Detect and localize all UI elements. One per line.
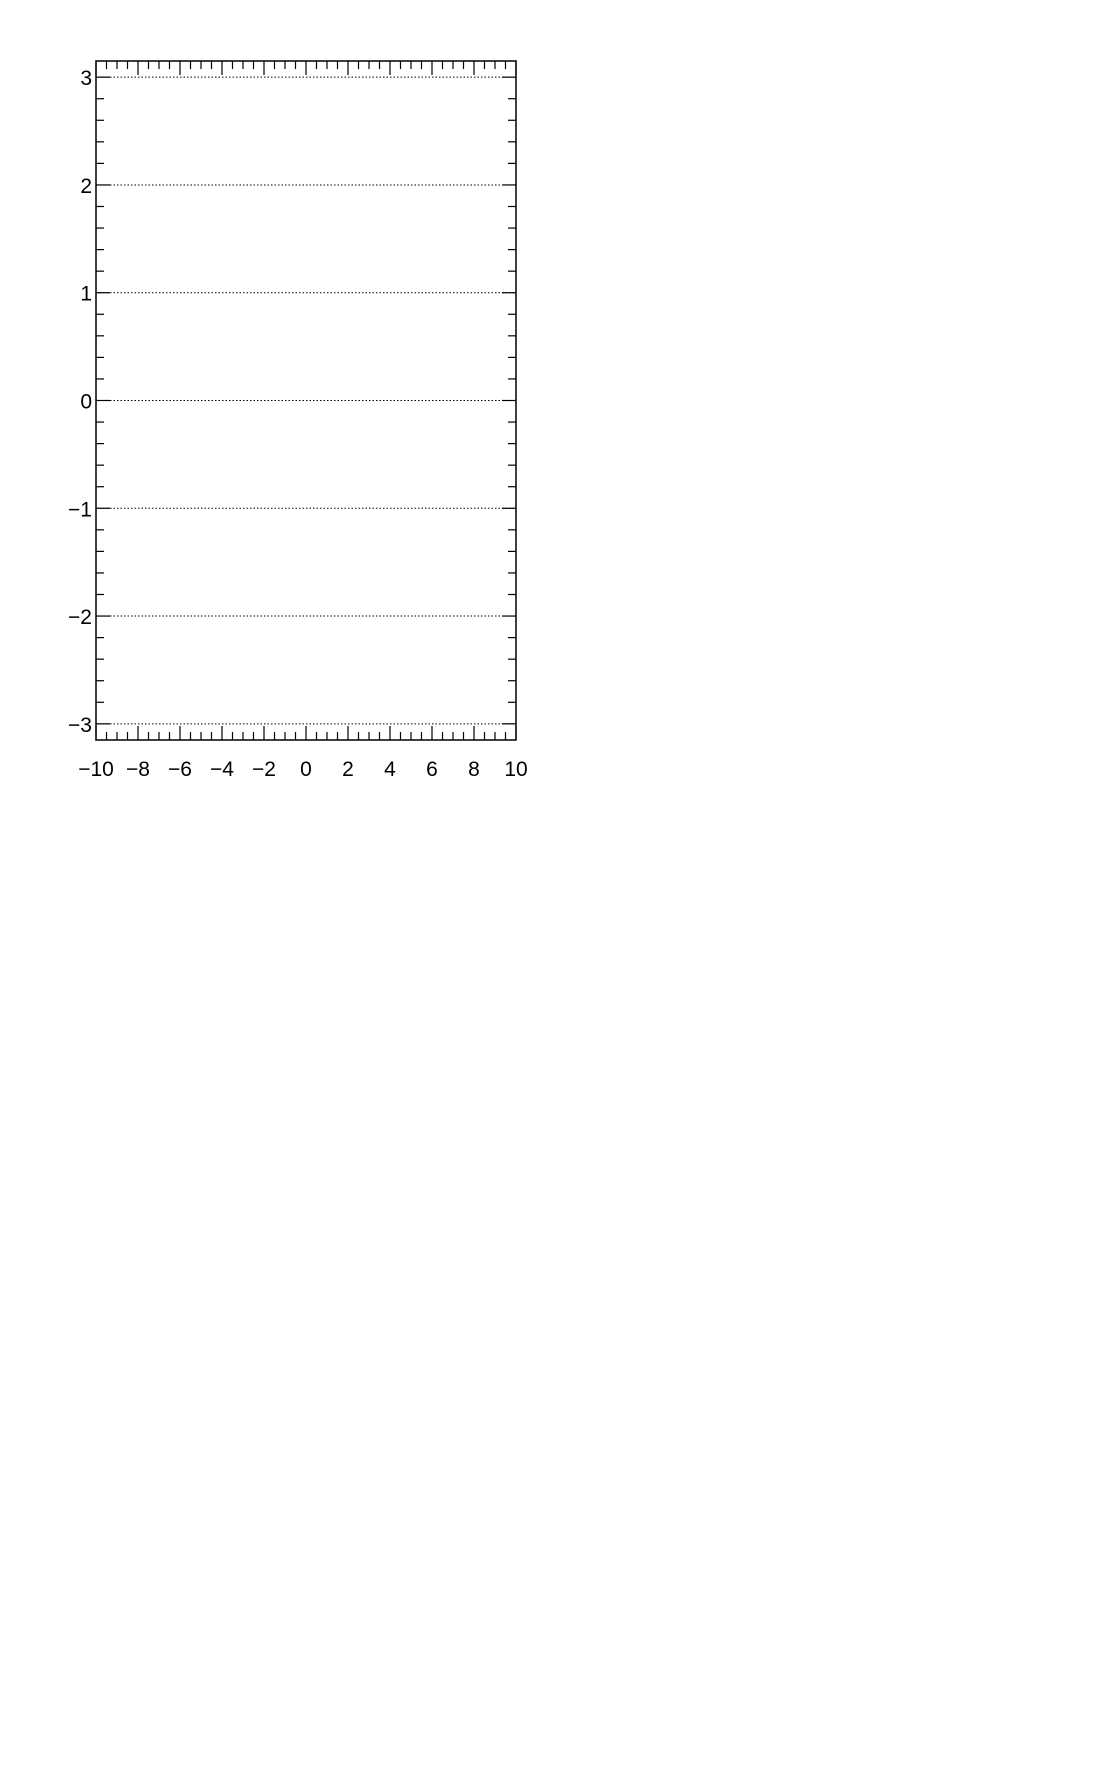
grid-lines	[96, 76, 516, 725]
y-tick-label: −3	[68, 714, 92, 737]
x-tick-label: 2	[342, 758, 354, 781]
x-tick-label: 10	[504, 758, 527, 781]
x-tick-label: 0	[300, 758, 312, 781]
x-tick-label: −4	[210, 758, 234, 781]
y-tick-label: 1	[80, 283, 92, 306]
y-tick-label: 2	[80, 175, 92, 198]
x-tick-label: −6	[168, 758, 192, 781]
y-tick-label: 3	[80, 67, 92, 90]
x-tick-label: 8	[468, 758, 480, 781]
x-tick-label: −2	[252, 758, 276, 781]
x-tick-label: 6	[426, 758, 438, 781]
y-tick-label: −1	[68, 498, 92, 521]
x-tick-label: −8	[126, 758, 150, 781]
tick-marks	[95, 61, 517, 740]
y-tick-label: −2	[68, 606, 92, 629]
y-tick-label: 0	[80, 391, 92, 414]
x-tick-label: 4	[384, 758, 396, 781]
x-tick-label: −10	[78, 758, 114, 781]
plot-frame	[95, 60, 517, 741]
